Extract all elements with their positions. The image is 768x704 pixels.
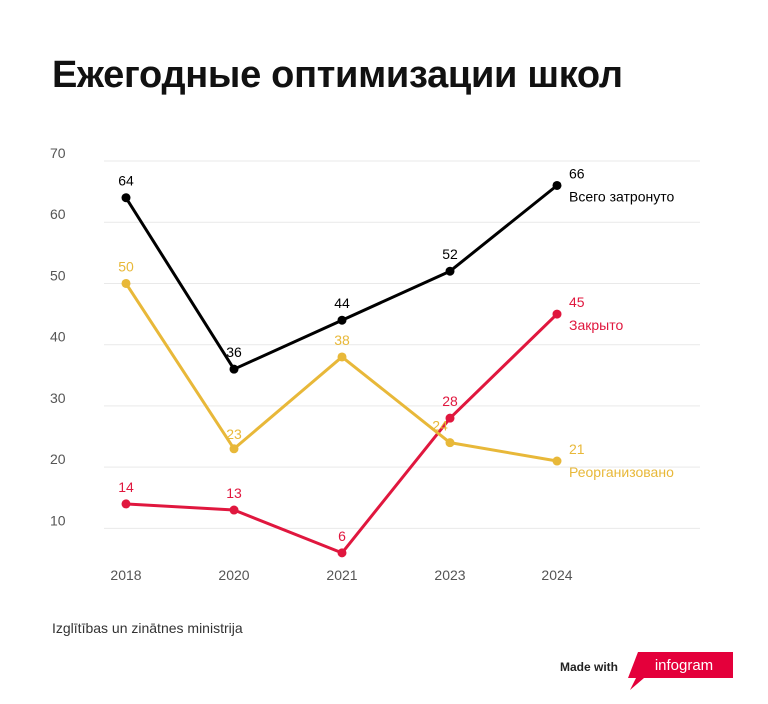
y-axis-ticks: 10 20 30 40 50 60 70 [50,145,66,528]
data-label: 28 [442,393,458,409]
data-label: 13 [226,485,242,501]
data-point [121,193,131,203]
data-point [121,278,131,288]
data-label: 45 [569,294,585,310]
source-note: Izglītības un zinātnes ministrija [52,620,243,636]
data-point [445,266,455,276]
series-name-label: Реорганизовано [569,464,674,480]
series-lines [121,180,562,558]
data-point [445,438,455,448]
series-line [125,313,559,555]
data-point [445,413,455,423]
data-point [337,352,347,362]
made-with-label: Made with [560,660,619,674]
data-point [121,499,131,509]
y-tick-label: 40 [50,329,66,345]
x-axis-ticks: 2018 2020 2021 2023 2024 [110,567,572,583]
data-label: 66 [569,165,585,181]
data-label: 44 [334,295,350,311]
data-point [229,505,239,515]
series-name-label: Закрыто [569,317,623,333]
data-point [552,180,562,190]
data-label: 24 [432,418,448,434]
infogram-logo: infogram [628,652,733,690]
x-tick-label: 2023 [434,567,465,583]
data-point [337,315,347,325]
y-tick-label: 30 [50,390,66,406]
chart-title: Ежегодные оптимизации школ [52,54,623,96]
data-labels: 64 36 44 52 66 Всего затронуто 14 13 6 28 45 Закрыт… [118,165,674,543]
data-point [552,309,562,319]
data-label: 38 [334,332,350,348]
data-label: 64 [118,173,134,189]
x-tick-label: 2021 [326,567,357,583]
x-tick-label: 2018 [110,567,141,583]
y-tick-label: 70 [50,145,66,161]
y-tick-label: 60 [50,206,66,222]
data-label: 36 [226,344,242,360]
data-point [337,548,347,558]
data-label: 23 [226,426,242,442]
data-point [229,444,239,454]
made-with-infogram-badge[interactable]: Made with infogram [560,652,735,690]
series-name-label: Всего затронуто [569,188,674,204]
y-tick-label: 50 [50,267,66,283]
data-label: 50 [118,258,134,274]
data-label: 14 [118,479,134,495]
data-point [552,456,562,466]
x-tick-label: 2020 [218,567,249,583]
x-tick-label: 2024 [541,567,572,583]
data-label: 52 [442,246,458,262]
data-label: 6 [338,528,346,544]
data-point [229,364,239,374]
y-tick-label: 10 [50,512,66,528]
data-label: 21 [569,441,585,457]
infogram-wordmark: infogram [655,657,713,674]
y-tick-label: 20 [50,451,66,467]
